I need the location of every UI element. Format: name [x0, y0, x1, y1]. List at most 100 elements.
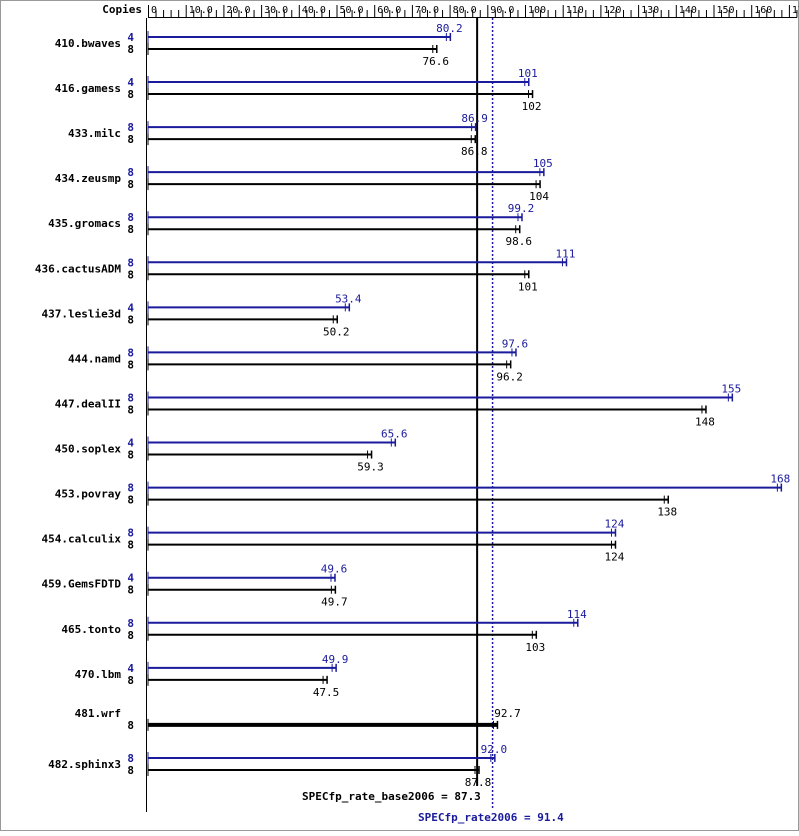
benchmark-label: 435.gromacs	[48, 217, 121, 230]
axis-tick-label: 160	[754, 5, 772, 16]
base-value-label: 50.2	[323, 325, 350, 338]
peak-copies-label: 4	[127, 662, 134, 675]
peak-value-label: 53.4	[335, 292, 362, 305]
peak-copies-label: 8	[127, 482, 134, 495]
peak-value-label: 86.9	[461, 112, 488, 125]
base-value-label: 96.2	[496, 370, 523, 383]
benchmark-label: 436.cactusADM	[35, 262, 121, 275]
peak-copies-label: 4	[127, 301, 134, 314]
base-copies-label: 8	[127, 313, 134, 326]
peak-value-label: 97.6	[502, 337, 529, 350]
benchmark-label: 465.tonto	[61, 623, 121, 636]
base-value-label: 101	[518, 280, 538, 293]
peak-value-label: 65.6	[381, 428, 408, 441]
base-copies-label: 8	[127, 403, 134, 416]
benchmark-label: 453.povray	[55, 488, 122, 501]
base-copies-label: 8	[127, 629, 134, 642]
base-copies-label: 8	[127, 268, 134, 281]
base-value-label: 103	[525, 641, 545, 654]
peak-copies-label: 8	[127, 391, 134, 404]
axis-tick-label: 120	[603, 5, 621, 16]
peak-value-label: 111	[556, 247, 576, 260]
base-copies-label: 8	[127, 674, 134, 687]
axis-tick-label: 110	[566, 5, 584, 16]
base-value-label: 86.8	[461, 145, 488, 158]
base-value-label: 76.6	[423, 55, 450, 68]
peak-value-label: 101	[518, 67, 538, 80]
benchmark-label: 410.bwaves	[55, 37, 121, 50]
peak-value-label: 49.9	[322, 653, 349, 666]
benchmark-label: 481.wrf	[75, 707, 121, 720]
benchmark-label: 416.gamess	[55, 82, 121, 95]
axis-tick-label: 140	[679, 5, 697, 16]
peak-copies-label: 8	[127, 752, 134, 765]
base-copies-label: 8	[127, 43, 134, 56]
base-copies-label: 8	[127, 358, 134, 371]
benchmark-label: 444.namd	[68, 352, 121, 365]
base-value-label: 124	[605, 551, 625, 564]
base-copies-label: 8	[127, 494, 134, 507]
peak-summary-label: SPECfp_rate2006 = 91.4	[418, 811, 564, 824]
benchmark-label: 434.zeusmp	[55, 172, 122, 185]
benchmark-label: 450.soplex	[55, 443, 122, 456]
axis-tick-label: 130	[641, 5, 659, 16]
peak-value-label: 92.0	[481, 743, 508, 756]
axis-tick-label: 170	[792, 5, 799, 16]
base-value-label: 59.3	[357, 461, 384, 474]
base-copies-label: 8	[127, 178, 134, 191]
base-copies-label: 8	[127, 223, 134, 236]
base-copies-label: 8	[127, 719, 134, 732]
axis-tick-label: 80.0	[453, 5, 477, 16]
axis-tick-label: 50.0	[340, 5, 364, 16]
axis-tick-label: 60.0	[377, 5, 401, 16]
benchmark-label: 433.milc	[68, 127, 121, 140]
peak-copies-label: 8	[127, 166, 134, 179]
benchmark-label: 470.lbm	[75, 668, 122, 681]
base-copies-label: 8	[127, 764, 134, 777]
base-value-label: 98.6	[505, 235, 532, 248]
base-copies-label: 8	[127, 88, 134, 101]
peak-value-label: 99.2	[508, 202, 535, 215]
benchmark-label: 482.sphinx3	[48, 758, 121, 771]
benchmark-label: 447.dealII	[55, 397, 121, 410]
peak-copies-label: 4	[127, 572, 134, 585]
base-value-label: 87.8	[465, 776, 492, 789]
peak-copies-label: 4	[127, 437, 134, 450]
base-copies-label: 8	[127, 449, 134, 462]
copies-header: Copies	[102, 3, 142, 16]
peak-value-label: 49.6	[321, 563, 348, 576]
base-copies-label: 8	[127, 539, 134, 552]
axis-tick-label: 70.0	[415, 5, 439, 16]
peak-value-label: 105	[533, 157, 553, 170]
axis-tick-label: 0	[151, 5, 157, 16]
axis-tick-label: 40.0	[302, 5, 326, 16]
peak-copies-label: 8	[127, 121, 134, 134]
base-value-label: 47.5	[313, 686, 340, 699]
axis-tick-label: 150	[717, 5, 735, 16]
peak-copies-label: 8	[127, 527, 134, 540]
peak-value-label: 124	[605, 518, 625, 531]
peak-copies-label: 4	[127, 31, 134, 44]
benchmark-label: 459.GemsFDTD	[42, 578, 122, 591]
axis-tick-label: 100	[528, 5, 546, 16]
base-value-label: 138	[657, 506, 677, 519]
base-copies-label: 8	[127, 133, 134, 146]
peak-value-label: 114	[567, 608, 587, 621]
axis-tick-label: 90.0	[490, 5, 514, 16]
benchmark-label: 454.calculix	[42, 533, 122, 546]
base-copies-label: 8	[127, 584, 134, 597]
base-value-label: 104	[529, 190, 549, 203]
base-value-label: 92.7	[494, 707, 521, 720]
base-value-label: 102	[522, 100, 542, 113]
peak-value-label: 168	[770, 473, 790, 486]
peak-value-label: 155	[721, 382, 741, 395]
base-value-label: 49.7	[321, 596, 348, 609]
axis-tick-label: 10.0	[189, 5, 213, 16]
base-summary-label: SPECfp_rate_base2006 = 87.3	[302, 790, 481, 803]
peak-copies-label: 8	[127, 256, 134, 269]
axis-tick-label: 30.0	[264, 5, 288, 16]
benchmark-label: 437.leslie3d	[42, 307, 121, 320]
peak-copies-label: 8	[127, 617, 134, 630]
